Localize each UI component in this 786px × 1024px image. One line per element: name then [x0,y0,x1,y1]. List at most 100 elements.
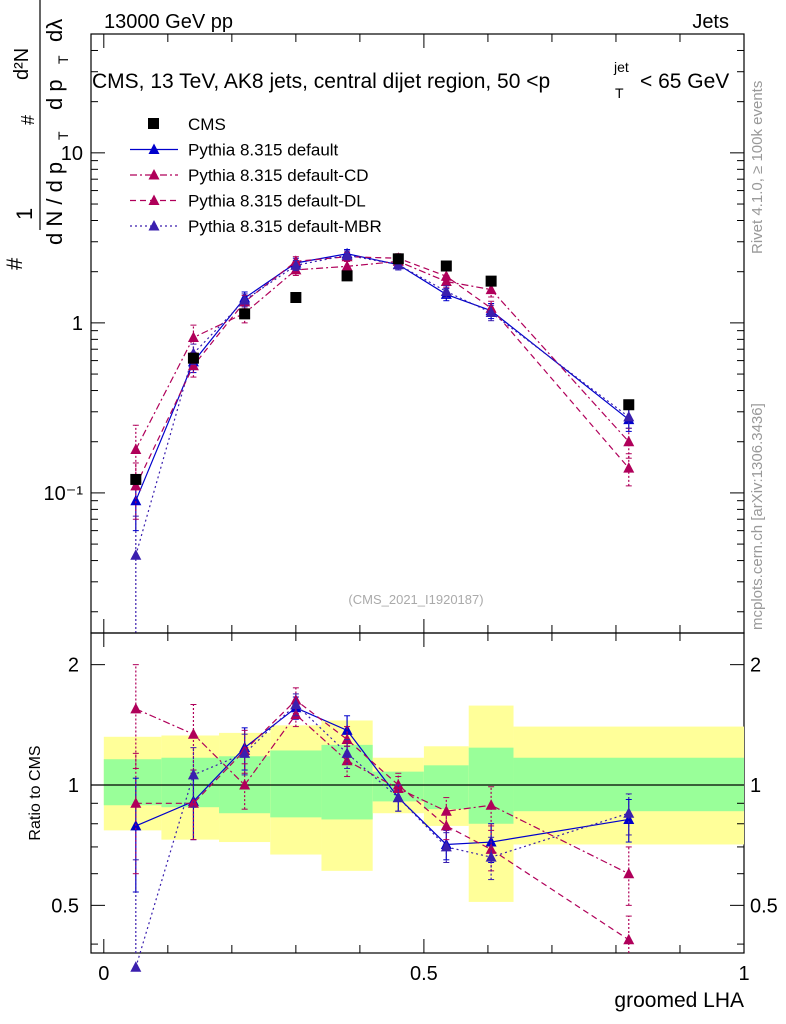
ratio-series-2-point [187,728,199,739]
ylabel-hash: # [2,257,27,270]
main-series-2-point [485,283,497,295]
ylabel-dpt: d p [42,79,67,110]
main-series-2-line [135,260,630,450]
legend-label: Pythia 8.315 default [188,141,339,160]
ratio-series-2-point [239,779,251,790]
ylabel-hash2: # [18,115,38,125]
x-tick-label: 1 [738,963,749,985]
ratio-series-4-line [135,703,629,968]
chart-title: CMS, 13 TeV, AK8 jets, central dijet reg… [92,59,729,101]
title-main: CMS, 13 TeV, AK8 jets, central dijet reg… [92,70,550,93]
main-ticks: 1 10 10⁻¹ [44,33,745,633]
mcplots-label: mcplots.cern.ch [arXiv:1306.3436] [749,403,766,630]
band-green-bin [270,750,322,818]
cms-data-point [485,275,497,287]
ratio-series-4-point [290,698,302,709]
main-series-4-point [341,249,353,260]
ratio-y-tick-label-right: 1 [750,775,761,797]
ratio-series-3-point [440,819,452,831]
ratio-ticks: 0.5 0.5 1 1 2 2 0 0.5 1 [51,633,778,985]
main-series-4-point [239,294,251,305]
main-series-3-point [440,270,452,281]
cms-data-point [239,308,251,320]
ratio-series-1-point [341,724,353,735]
ratio-series-2-point [623,867,635,879]
legend-label: Pythia 8.315 default-CD [188,166,369,185]
rivet-label: Rivet 4.1.0, ≥ 100k events [749,81,766,254]
main-series-1-point [130,494,142,506]
ratio-series-4-point [341,747,353,758]
legend-marker [148,169,160,180]
cms-data-point [130,473,142,485]
legend-label: CMS [188,115,226,134]
ratio-series-4-point [187,768,199,780]
ylabel-one: 1 [12,208,37,220]
x-axis-label: groomed LHA [614,989,744,1012]
main-series-2-point [187,331,199,343]
cms-data-point [392,253,404,265]
ratio-y-tick-label-right: 2 [750,655,761,677]
ylabel-dlambda: dλ [42,19,67,42]
main-series-3-point [130,479,142,491]
band-green-bin [161,757,220,808]
title-sup: jet [613,59,629,75]
main-series-4-point [440,285,452,296]
ratio-series-4-point [623,807,635,818]
ratio-series-4-point [239,747,251,758]
main-series-3-line [135,256,630,487]
main-series-2-point [341,260,353,271]
title-sub: T [615,85,624,101]
title-tail: < 65 GeV [640,70,729,93]
ratio-series-3-point [623,933,635,945]
main-series-1-line [135,253,630,501]
ratio-plot-area [130,664,635,972]
main-series-4-line [135,254,630,556]
legend-marker [148,143,160,154]
legend-marker [148,194,160,205]
ratio-y-tick-label: 2 [68,655,79,677]
cms-data-point [440,260,452,272]
main-y-label: # 1 d N / d p T # d²N d p T dλ [2,0,71,270]
ratio-series-4-point [440,840,452,852]
cms-data-point [623,399,635,411]
y-tick-label: 1 [72,313,83,335]
ratio-series-4-point [392,791,404,803]
main-series-4-point [290,259,302,270]
band-green-bin [423,765,469,810]
band-green-bin [468,747,514,824]
ratio-y-label: Ratio to CMS [27,745,44,840]
legend: CMS Pythia 8.315 default Pythia 8.315 defa… [130,115,382,236]
band-green-bin [103,759,162,806]
legend-label: Pythia 8.315 default-DL [188,192,366,211]
ratio-series-3-point [392,779,404,790]
y-tick-label: 10 [61,143,83,165]
main-series-2-point [623,435,635,447]
main-series-4-point [623,410,635,422]
main-series-2-point [130,443,142,455]
main-series-4-point [130,549,142,560]
ratio-y-tick-label-right: 0.5 [750,895,778,917]
header-right: Jets [692,11,729,33]
main-series-4-point [485,306,497,318]
ylabel-dn: d N / d p [42,162,67,245]
header-left: 13000 GeV pp [104,11,233,33]
ylabel-t1: T [55,131,71,140]
y-tick-label: 10⁻¹ [44,483,84,505]
legend-label: Pythia 8.315 default-MBR [188,217,382,236]
ratio-series-4-point [485,851,497,862]
ratio-series-2-point [485,799,497,810]
x-tick-label: 0.5 [410,963,438,985]
cms-data-point [290,292,302,304]
ratio-series-4-point [130,961,142,972]
cms-data-point [187,352,199,364]
ylabel-t2: T [55,55,71,64]
ylabel-d2n: d²N [11,48,33,80]
ratio-series-3-point [485,843,497,854]
x-tick-label: 0 [98,963,109,985]
ratio-series-3-line [135,699,630,941]
ratio-y-tick-label: 1 [68,775,79,797]
main-series-3-point [187,359,199,371]
ratio-y-tick-label: 0.5 [51,895,79,917]
ratio-series-2-point [130,702,142,714]
